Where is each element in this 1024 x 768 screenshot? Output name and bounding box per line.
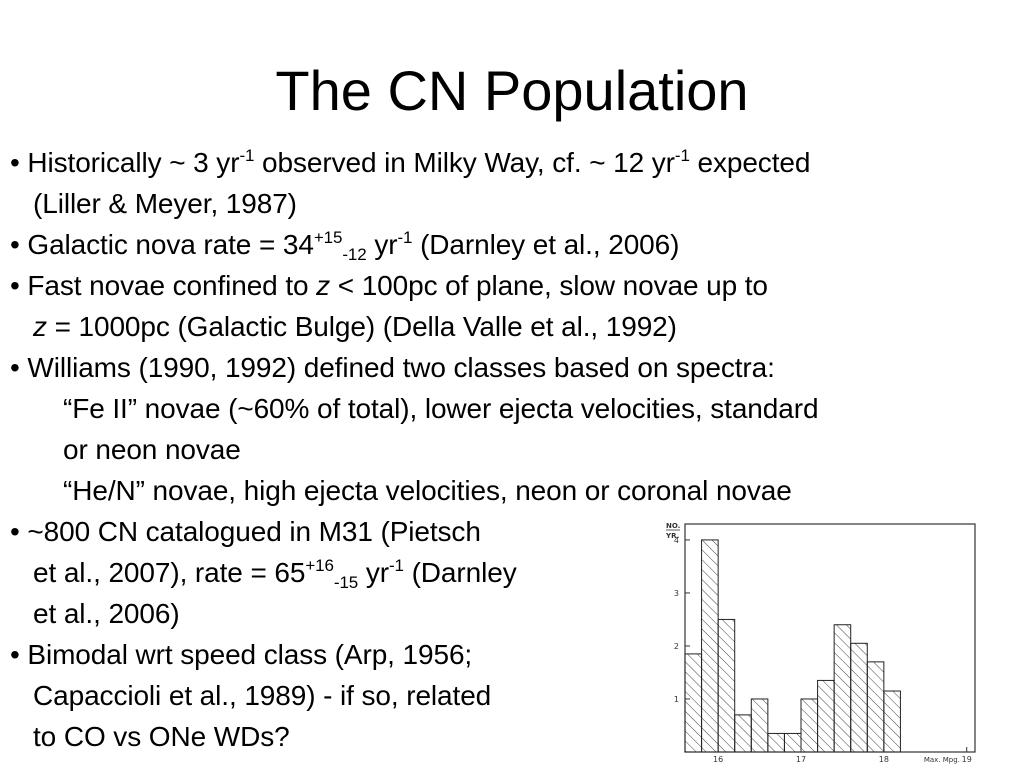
x-tick-label: 19: [962, 755, 972, 764]
bullet-williams-classes: • Williams (1990, 1992) defined two clas…: [10, 349, 775, 387]
nova-magnitude-histogram: 1 2 3 4 16 17 18 19 NO. YR. Max. Mpg.: [648, 516, 988, 768]
bullet-bimodal: • Bimodal wrt speed class (Arp, 1956;: [10, 636, 472, 674]
bullet-text: Historically ~ 3 yr: [27, 147, 240, 178]
x-tick-label: 18: [879, 755, 889, 764]
bullet-text: observed in Milky Way, cf. ~ 12 yr: [254, 147, 675, 178]
y-axis-label: NO.: [666, 522, 680, 530]
histogram-bar: [850, 642, 868, 753]
bullet-text: Bimodal wrt speed class (Arp, 1956;: [27, 639, 473, 670]
bullet-text: et al., 2007), rate = 65: [33, 557, 306, 588]
y-tick-label: 1: [674, 695, 679, 704]
histogram-bar: [866, 661, 885, 753]
bullet-m31-catalogue-cont2: et al., 2006): [33, 598, 180, 629]
histogram-bar: [817, 679, 835, 753]
bullet-text: (Darnley: [403, 557, 517, 588]
y-tick-label: 3: [674, 589, 679, 598]
subbullet-fe-ii: “Fe II” novae (~60% of total), lower eje…: [63, 393, 819, 424]
bullet-marker: •: [10, 516, 20, 547]
y-tick-label: 2: [674, 642, 679, 651]
superscript: -1: [388, 556, 404, 575]
x-axis-label: Max. Mpg.: [924, 756, 960, 764]
subscript: -12: [342, 245, 367, 264]
histogram-bar: [767, 732, 785, 753]
x-tick-label: 16: [713, 755, 723, 764]
superscript: -1: [397, 228, 413, 247]
histogram-bar: [684, 653, 703, 753]
histogram-bar: [717, 618, 736, 753]
italic-z: z: [33, 311, 47, 342]
histogram-bar: [800, 698, 819, 753]
bullet-m31-catalogue-cont: et al., 2007), rate = 65+16-15 yr-1 (Dar…: [33, 554, 517, 592]
bullet-text: yr: [366, 229, 398, 260]
histogram-bar: [883, 690, 901, 753]
bullet-fast-novae-cont: z = 1000pc (Galactic Bulge) (Della Valle…: [33, 308, 677, 346]
histogram-bar: [783, 732, 802, 753]
bullet-historical-rate-citation: (Liller & Meyer, 1987): [33, 188, 297, 219]
histogram-bar: [701, 539, 719, 753]
bullet-bimodal-cont: Capaccioli et al., 1989) - if so, relate…: [33, 680, 492, 711]
bullet-text: (Darnley et al., 2006): [412, 229, 680, 260]
subbullet-fe-ii-cont: or neon novae: [63, 434, 241, 465]
italic-z: z: [316, 270, 331, 301]
y-axis-label: YR.: [665, 532, 679, 540]
histogram-svg: 1 2 3 4 16 17 18 19 NO. YR. Max. Mpg.: [665, 522, 976, 764]
bullet-fast-novae: • Fast novae confined to z < 100pc of pl…: [10, 267, 768, 305]
bullet-text: = 1000pc (Galactic Bulge) (Della Valle e…: [46, 311, 677, 342]
superscript: -1: [674, 146, 690, 165]
bullet-text: Galactic nova rate = 34: [27, 229, 314, 260]
bullet-text: ~800 CN catalogued in M31 (Pietsch: [27, 516, 481, 547]
histogram-bar: [750, 698, 769, 753]
bullet-marker: •: [10, 229, 20, 260]
bullet-text: yr: [358, 557, 389, 588]
bullet-text: Fast novae confined to: [27, 270, 317, 301]
bullet-text: Williams (1990, 1992) defined two classe…: [27, 352, 775, 383]
superscript: +15: [313, 228, 343, 247]
x-tick-label: 17: [796, 755, 806, 764]
slide-title: The CN Population: [275, 59, 749, 122]
histogram-bar: [734, 714, 752, 753]
bullet-galactic-nova-rate: • Galactic nova rate = 34+15-12 yr-1 (Da…: [10, 226, 679, 264]
bullet-text: < 100pc of plane, slow novae up to: [330, 270, 768, 301]
histogram-bar: [833, 624, 852, 753]
bullet-text: expected: [689, 147, 811, 178]
bullet-marker: •: [10, 352, 20, 383]
y-tick-label: 4: [674, 536, 679, 545]
bullet-bimodal-cont2: to CO vs ONe WDs?: [33, 721, 290, 752]
superscript: -1: [239, 146, 255, 165]
subscript: -15: [333, 573, 359, 592]
bullet-marker: •: [10, 147, 20, 178]
superscript: +16: [305, 556, 334, 575]
bullet-marker: •: [10, 270, 20, 301]
bullet-m31-catalogue: • ~800 CN catalogued in M31 (Pietsch: [10, 513, 481, 551]
bullet-marker: •: [10, 639, 20, 670]
bullet-historical-rate: • Historically ~ 3 yr-1 observed in Milk…: [10, 144, 810, 182]
subbullet-he-n: “He/N” novae, high ejecta velocities, ne…: [63, 475, 792, 506]
